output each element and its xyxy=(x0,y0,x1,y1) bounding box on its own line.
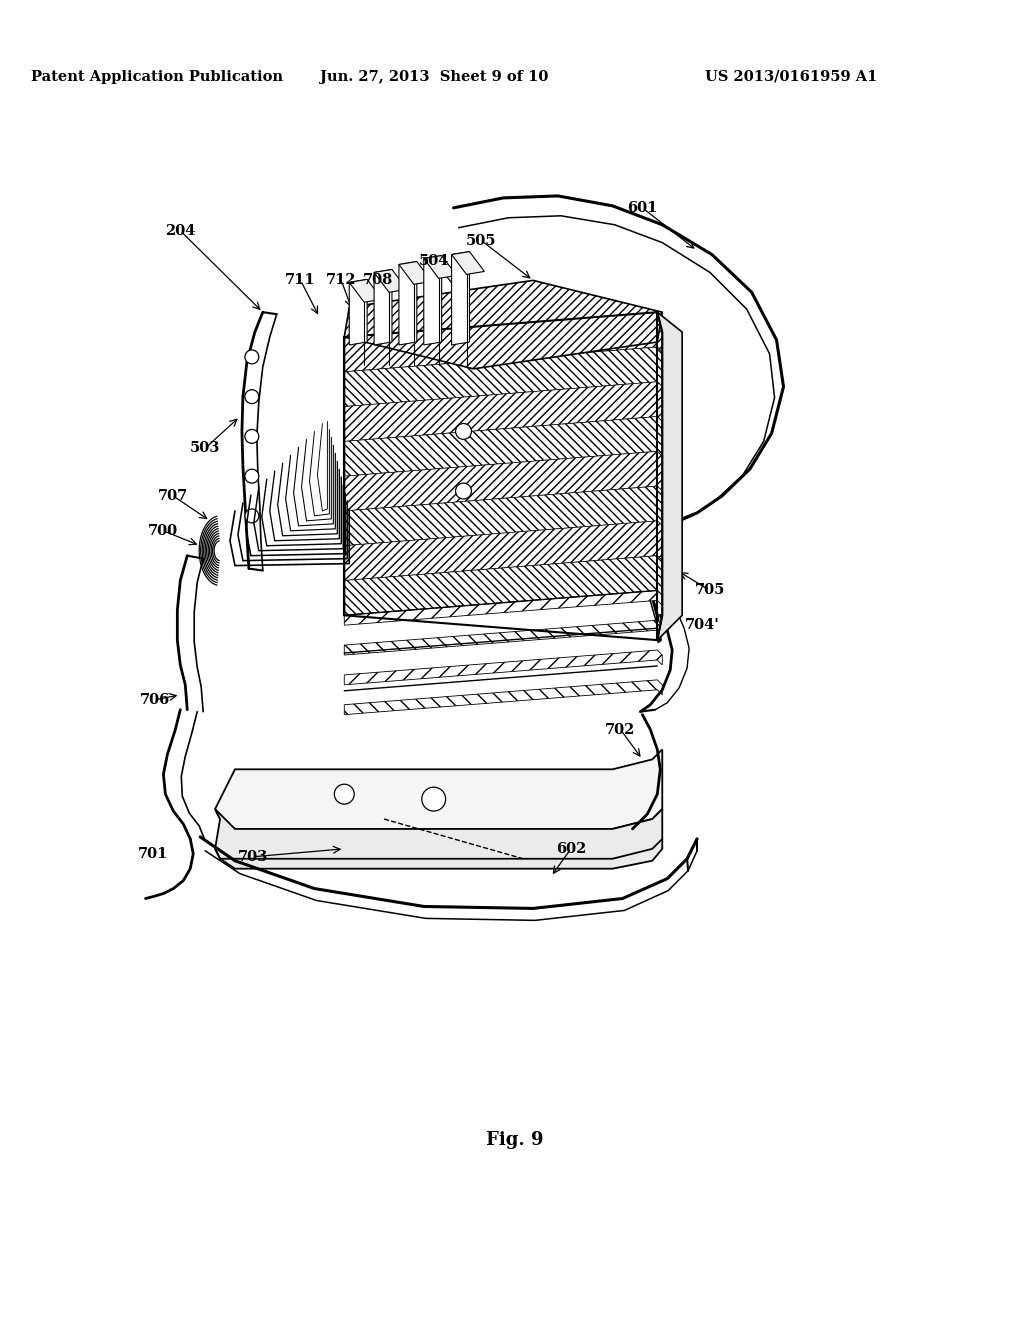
Polygon shape xyxy=(344,521,663,581)
Polygon shape xyxy=(344,347,663,407)
Text: 705: 705 xyxy=(695,583,725,598)
Text: 504: 504 xyxy=(419,253,449,268)
Polygon shape xyxy=(344,649,663,685)
Polygon shape xyxy=(349,280,368,345)
Polygon shape xyxy=(344,486,663,545)
Text: 708: 708 xyxy=(362,273,393,288)
Text: 701: 701 xyxy=(138,847,169,861)
Polygon shape xyxy=(399,261,417,345)
Polygon shape xyxy=(657,313,682,640)
Polygon shape xyxy=(424,256,441,345)
Text: 707: 707 xyxy=(159,488,188,503)
Circle shape xyxy=(335,784,354,804)
Text: 602: 602 xyxy=(556,842,586,855)
Text: 601: 601 xyxy=(628,201,657,215)
Polygon shape xyxy=(344,451,663,511)
Polygon shape xyxy=(344,381,663,441)
Polygon shape xyxy=(344,417,663,477)
Circle shape xyxy=(245,429,259,444)
Polygon shape xyxy=(344,280,663,368)
Polygon shape xyxy=(374,269,392,345)
Circle shape xyxy=(422,787,445,810)
Circle shape xyxy=(456,483,471,499)
Text: US 2013/0161959 A1: US 2013/0161959 A1 xyxy=(706,70,878,83)
Polygon shape xyxy=(344,590,663,626)
Polygon shape xyxy=(424,256,457,279)
Text: 503: 503 xyxy=(190,441,220,455)
Polygon shape xyxy=(399,261,432,284)
Polygon shape xyxy=(452,252,484,275)
Text: 702: 702 xyxy=(605,722,636,737)
Text: 505: 505 xyxy=(466,234,497,248)
Text: 704': 704' xyxy=(685,618,720,632)
Text: 204: 204 xyxy=(165,223,196,238)
Text: Jun. 27, 2013  Sheet 9 of 10: Jun. 27, 2013 Sheet 9 of 10 xyxy=(319,70,548,83)
Circle shape xyxy=(245,389,259,404)
Polygon shape xyxy=(344,620,663,655)
Text: Patent Application Publication: Patent Application Publication xyxy=(32,70,284,83)
Text: Fig. 9: Fig. 9 xyxy=(486,1131,544,1148)
Circle shape xyxy=(245,510,259,523)
Text: 703: 703 xyxy=(238,850,268,863)
Polygon shape xyxy=(374,269,407,292)
Polygon shape xyxy=(344,556,663,615)
Text: 700: 700 xyxy=(148,524,178,537)
Text: 711: 711 xyxy=(286,273,315,288)
Polygon shape xyxy=(344,680,663,714)
Circle shape xyxy=(245,469,259,483)
Polygon shape xyxy=(215,750,663,829)
Circle shape xyxy=(245,350,259,364)
Circle shape xyxy=(456,424,471,440)
Polygon shape xyxy=(215,809,663,869)
Text: 712: 712 xyxy=(326,273,356,288)
Polygon shape xyxy=(452,252,469,345)
Polygon shape xyxy=(349,280,382,302)
Text: 706: 706 xyxy=(140,693,171,706)
Polygon shape xyxy=(344,313,663,372)
